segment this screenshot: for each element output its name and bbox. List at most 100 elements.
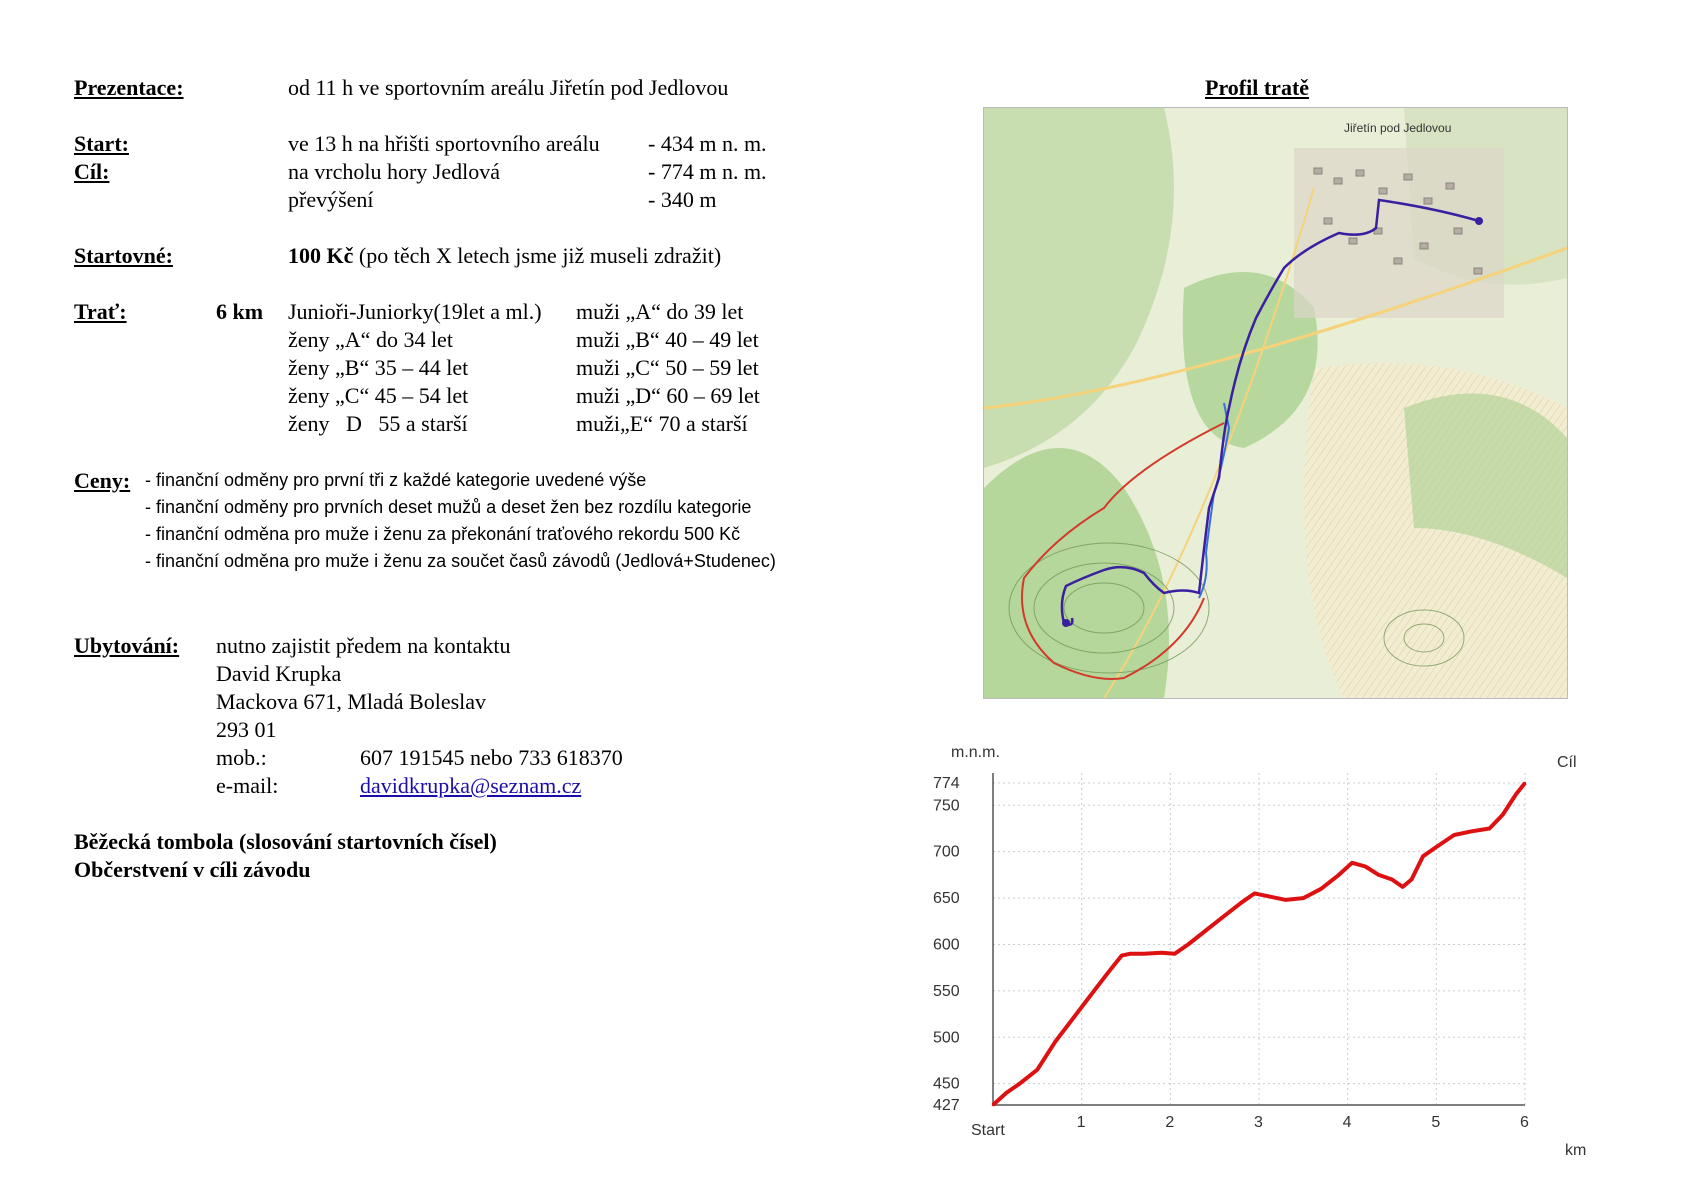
- data-point: [1377, 873, 1380, 877]
- ceny-item: - finanční odměna pro muže i ženu za sou…: [145, 551, 776, 571]
- ceny-item: - finanční odměny pro prvních deset mužů…: [145, 497, 752, 517]
- y-tick-label: 750: [933, 797, 960, 814]
- cil-altitude: - 774 m n. m.: [648, 159, 767, 184]
- category-right: muži „D“ 60 – 69 let: [576, 383, 760, 408]
- route-main: [1060, 198, 1480, 626]
- trat-label: Trať:: [74, 299, 127, 324]
- email-link[interactable]: davidkrupka@seznam.cz: [360, 773, 582, 798]
- category-right: muži „A“ do 39 let: [576, 299, 744, 324]
- data-point: [1501, 813, 1505, 816]
- ubytovani-line: 293 01: [216, 717, 277, 742]
- y-tick-label: 600: [933, 936, 960, 953]
- x-tick-label: Start: [971, 1122, 1005, 1139]
- data-point: [1319, 887, 1323, 890]
- y-tick-label: 427: [933, 1097, 960, 1114]
- x-tick-label: 2: [1165, 1114, 1174, 1131]
- category-right: muži „B“ 40 – 49 let: [576, 327, 759, 352]
- y-tick-label: 650: [933, 890, 960, 907]
- obcerstveni-text: Občerstvení v cíli závodu: [74, 857, 311, 882]
- data-point: [1364, 865, 1367, 868]
- town-label: Jiřetín pod Jedlovou: [1344, 121, 1451, 135]
- finish-marker: [1062, 619, 1070, 627]
- start-altitude: - 434 m n. m.: [648, 131, 767, 156]
- ceny-item: - finanční odměna pro muže i ženu za pře…: [145, 524, 741, 544]
- contours: [1008, 542, 1465, 674]
- ubytovani-label: Ubytování:: [74, 633, 180, 658]
- data-point: [1142, 952, 1145, 955]
- data-point: [1410, 878, 1413, 881]
- elevation-profile: m.n.m. Cíl km 427 450 500 550 600 650 700 750 77…: [925, 735, 1605, 1165]
- data-point: [1350, 861, 1354, 865]
- start-text: ve 13 h na hřišti sportovního areálu: [288, 131, 600, 156]
- x-tick-label: 6: [1520, 1114, 1529, 1131]
- data-point: [1337, 873, 1340, 877]
- route-map: Jiřetín pod Jedlovou: [983, 107, 1568, 699]
- category-left: ženy „C“ 45 – 54 let: [288, 383, 469, 408]
- data-point: [1107, 971, 1110, 974]
- email-label: e-mail:: [216, 773, 279, 798]
- startovne-line: 100 Kč (po těch X letech jsme již museli…: [288, 243, 721, 269]
- ceny-label: Ceny:: [74, 468, 131, 493]
- data-point: [1390, 878, 1394, 881]
- town-area: [1294, 148, 1504, 318]
- data-point: [1036, 1068, 1039, 1071]
- data-point: [1160, 951, 1163, 955]
- data-point: [1204, 929, 1207, 932]
- data-point: [1452, 833, 1456, 837]
- route-blue: [1198, 402, 1231, 599]
- ubytovani-line: Mackova 671, Mladá Boleslav: [216, 689, 487, 714]
- prezentace-text: od 11 h ve sportovním areálu Jiřetín pod…: [288, 75, 729, 100]
- forest-area: [984, 448, 1169, 698]
- x-tick-label: 1: [1077, 1114, 1086, 1131]
- x-tick-label: 5: [1431, 1114, 1440, 1131]
- data-point: [1005, 1091, 1008, 1095]
- buildings: [1313, 167, 1483, 275]
- y-axis-label: m.n.m.: [951, 744, 1000, 761]
- cil-label: Cíl:: [74, 159, 110, 184]
- prevyseni-text: převýšení: [288, 187, 374, 212]
- ubytovani-line: David Krupka: [216, 661, 342, 686]
- data-point: [1401, 885, 1404, 889]
- category-left: ženy „B“ 35 – 44 let: [288, 355, 469, 380]
- category-right: muži „C“ 50 – 59 let: [576, 355, 759, 380]
- data-point: [1302, 896, 1305, 900]
- road: [1103, 187, 1315, 698]
- profil-title: Profil tratě: [1205, 75, 1310, 100]
- ceny-item: - finanční odměny pro první tři z každé …: [145, 470, 647, 490]
- mob-label: mob.:: [216, 745, 267, 770]
- start-marker: [1475, 217, 1483, 225]
- y-tick-label: 700: [933, 844, 960, 861]
- data-point: [1222, 915, 1225, 918]
- prezentace-label: Prezentace:: [74, 75, 184, 100]
- data-point: [1523, 781, 1527, 785]
- grid: [992, 773, 1526, 1106]
- ticks: 427 450 500 550 600 650 700 750 774 Start 1 2 3 4 5 6: [933, 775, 1529, 1139]
- category-left: ženy „A“ do 34 let: [288, 327, 453, 352]
- category-left: Junioři-Juniorky(19let a ml.): [288, 299, 542, 324]
- data-point: [1514, 792, 1518, 796]
- data-point: [1120, 954, 1123, 957]
- data-point: [991, 1103, 995, 1107]
- route-red: [1021, 422, 1225, 680]
- data-point: [1186, 943, 1190, 946]
- forest-area: [1182, 272, 1318, 448]
- y-tick-label: 450: [933, 1076, 960, 1093]
- x-axis-label: km: [1565, 1142, 1586, 1159]
- startovne-label: Startovné:: [74, 243, 173, 268]
- x-tick-label: 4: [1343, 1114, 1352, 1131]
- data-point: [1470, 830, 1473, 833]
- prevyseni-value: - 340 m: [648, 187, 717, 212]
- category-right: muži„E“ 70 a starší: [576, 411, 748, 436]
- tombola-text: Běžecká tombola (slosování startovních č…: [74, 829, 497, 854]
- data-point: [1284, 898, 1287, 902]
- data-point: [1266, 895, 1270, 898]
- end-label: Cíl: [1557, 754, 1577, 771]
- forest-area: [1404, 393, 1567, 578]
- data-point: [1240, 901, 1243, 904]
- data-point: [1018, 1082, 1021, 1085]
- data-point: [1435, 845, 1438, 849]
- mob-value: 607 191545 nebo 733 618370: [360, 745, 623, 770]
- data-point: [1421, 855, 1425, 858]
- trat-distance: 6 km: [216, 299, 264, 324]
- series-line: [991, 781, 1527, 1107]
